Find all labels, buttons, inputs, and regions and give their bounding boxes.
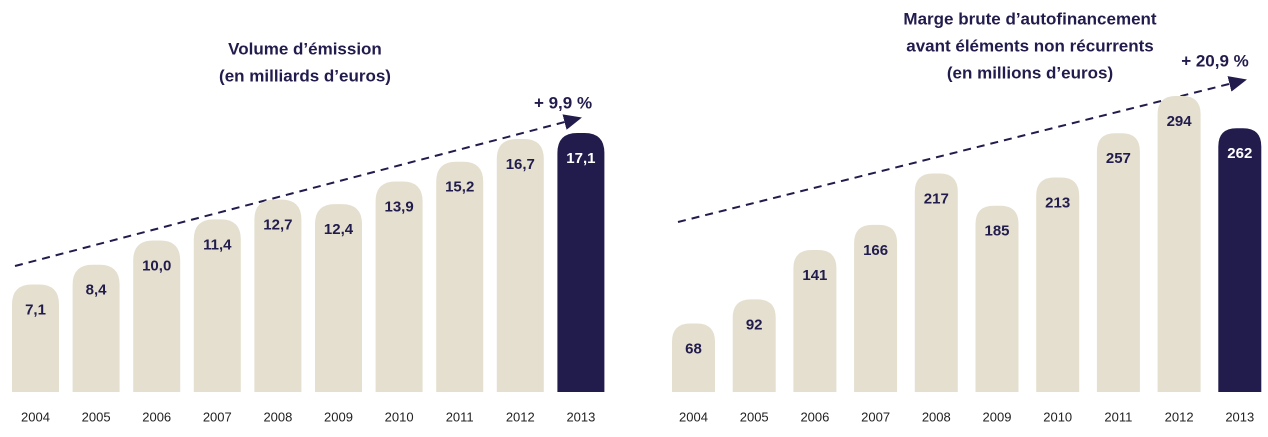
bar <box>732 299 776 392</box>
bar <box>975 205 1019 392</box>
x-tick-label: 2013 <box>1225 409 1254 424</box>
x-tick-label: 2007 <box>203 409 232 424</box>
value-label: 257 <box>1106 150 1131 167</box>
x-tick-label: 2007 <box>861 409 890 424</box>
x-tick-label: 2005 <box>740 409 769 424</box>
x-tick-label: 2004 <box>679 409 708 424</box>
x-tick-label: 2008 <box>922 409 951 424</box>
value-label: 213 <box>1045 195 1070 212</box>
chart-title: (en millions d’euros) <box>947 63 1113 82</box>
bar <box>793 250 837 392</box>
bar <box>436 161 484 392</box>
bar <box>1096 133 1140 392</box>
x-tick-label: 2006 <box>800 409 829 424</box>
bar <box>1218 128 1262 392</box>
chart-title: Marge brute d’autofinancement <box>903 9 1156 28</box>
value-label: 17,1 <box>566 150 595 167</box>
x-tick-label: 2011 <box>1104 409 1132 424</box>
chart-title: avant éléments non récurrents <box>906 36 1154 55</box>
bar <box>315 204 362 392</box>
bar <box>133 240 181 392</box>
x-tick-label: 2012 <box>506 409 535 424</box>
value-label: 262 <box>1227 145 1252 162</box>
bar <box>1036 177 1080 392</box>
x-tick-label: 2013 <box>566 409 595 424</box>
bar <box>254 199 302 392</box>
value-label: 166 <box>863 242 888 259</box>
annotation: + 20,9 % <box>1181 51 1249 70</box>
value-label: 141 <box>802 267 827 284</box>
value-label: 12,4 <box>324 221 354 238</box>
value-label: 12,7 <box>263 217 292 234</box>
bar <box>193 219 241 392</box>
x-tick-label: 2009 <box>324 409 353 424</box>
bar <box>1157 96 1201 392</box>
x-tick-label: 2011 <box>446 409 474 424</box>
x-tick-label: 2006 <box>142 409 171 424</box>
value-label: 15,2 <box>445 179 474 196</box>
value-label: 16,7 <box>506 156 535 173</box>
bar <box>914 173 958 392</box>
bar <box>672 323 715 392</box>
value-label: 7,1 <box>25 301 46 318</box>
value-label: 185 <box>984 223 1009 240</box>
bar <box>12 284 59 392</box>
value-label: 217 <box>924 190 949 207</box>
x-tick-label: 2005 <box>82 409 111 424</box>
annotation: + 9,9 % <box>534 93 592 112</box>
x-tick-label: 2004 <box>21 409 50 424</box>
bar <box>72 264 120 392</box>
value-label: 294 <box>1167 113 1193 130</box>
x-tick-label: 2012 <box>1165 409 1194 424</box>
bar <box>854 224 898 392</box>
x-tick-label: 2008 <box>263 409 292 424</box>
bar <box>557 133 605 392</box>
chart-title: Volume d’émission <box>228 39 382 58</box>
value-label: 92 <box>746 316 763 333</box>
x-tick-label: 2010 <box>385 409 414 424</box>
x-tick-label: 2010 <box>1043 409 1072 424</box>
chart-title: (en milliards d’euros) <box>219 66 391 85</box>
x-tick-label: 2009 <box>983 409 1012 424</box>
value-label: 13,9 <box>384 198 413 215</box>
bar <box>375 181 423 392</box>
bar <box>496 139 544 392</box>
value-label: 68 <box>685 341 702 358</box>
value-label: 11,4 <box>203 236 232 253</box>
value-label: 8,4 <box>86 282 108 299</box>
value-label: 10,0 <box>142 258 171 275</box>
